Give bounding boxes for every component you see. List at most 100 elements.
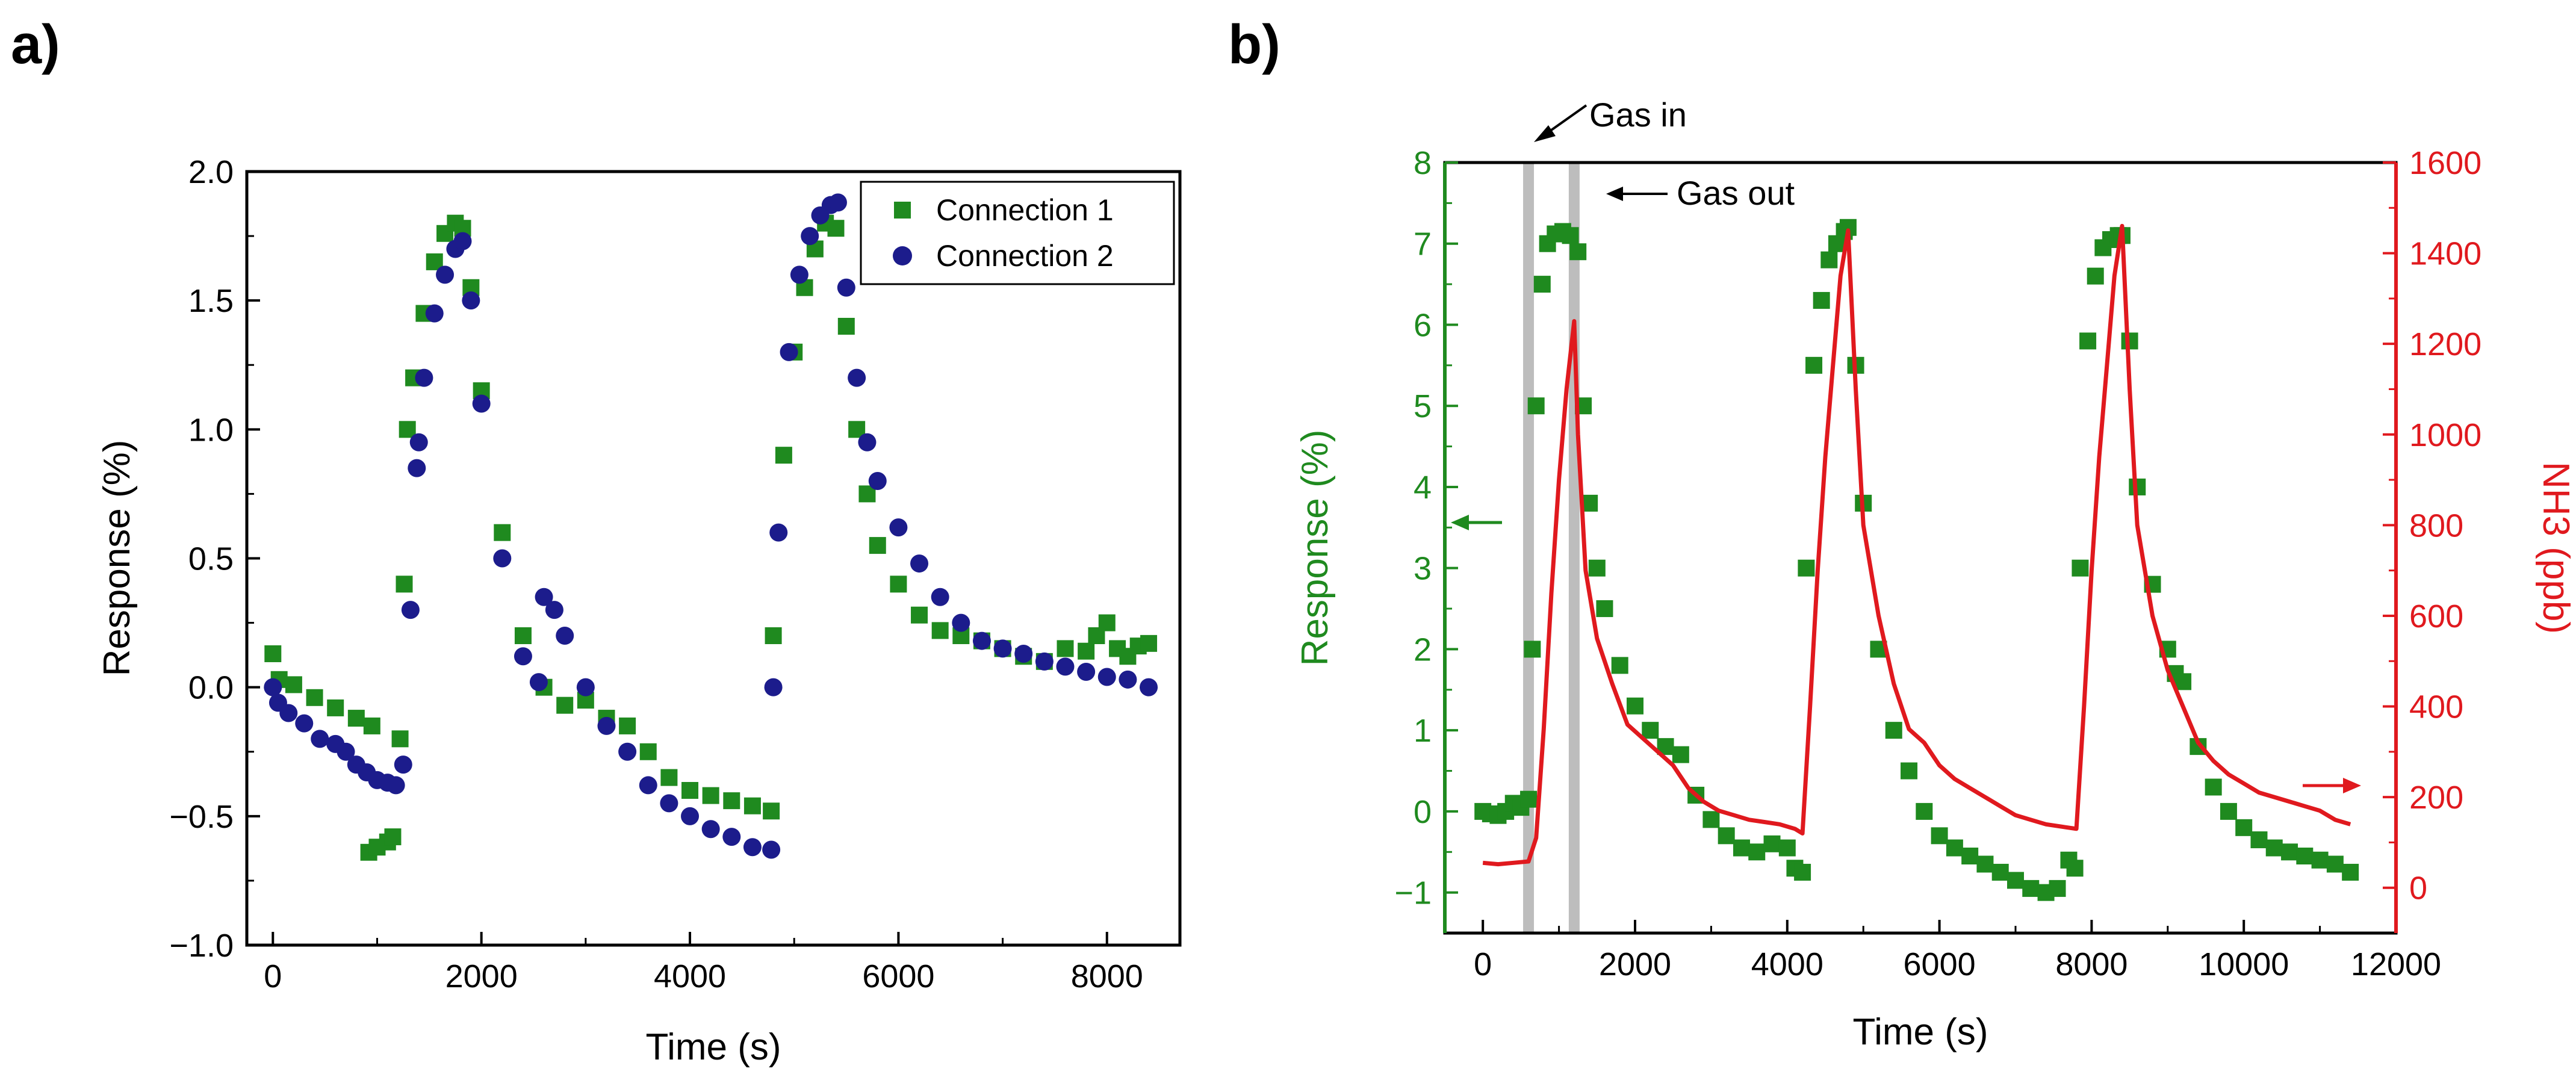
data-point: [384, 828, 402, 846]
data-point: [1672, 746, 1689, 763]
data-point: [764, 678, 783, 696]
data-point: [743, 838, 762, 857]
data-point: [911, 606, 928, 624]
x-tick-label: 8000: [1071, 958, 1143, 994]
data-point: [660, 794, 678, 813]
panel-b-right-axis-title: NH3 (ppb): [2535, 462, 2576, 634]
panel-a-label: a): [11, 14, 60, 75]
right-axis-indicator: [2303, 778, 2361, 793]
y-tick-label: 7: [1414, 226, 1432, 262]
panel-b-axes: 0 2000 4000 6000 8000 10000 12000 −1 0 1 2 3 4 5 6 7 8 0 2…: [1394, 145, 2481, 982]
y2-tick-label: 1600: [2409, 145, 2481, 181]
data-point: [775, 447, 792, 464]
data-point: [1520, 790, 1538, 808]
right-arrow-icon: [2343, 778, 2361, 793]
panel-a-axes: 0 2000 4000 6000 8000 −1.0 −0.5 0.0 0.5 1.0 1.5 2.0: [169, 154, 1143, 994]
data-point: [1733, 839, 1750, 857]
data-point: [1702, 811, 1720, 828]
data-point: [493, 549, 512, 568]
data-point: [279, 704, 298, 722]
data-point: [972, 631, 991, 650]
data-point: [386, 776, 405, 795]
data-point: [1931, 827, 1948, 845]
data-point: [337, 742, 355, 761]
data-point: [762, 840, 781, 859]
panel-b-marks: [1474, 219, 2359, 901]
data-point: [529, 673, 548, 692]
data-point: [2250, 831, 2268, 849]
data-point: [1813, 292, 1830, 309]
data-point: [827, 220, 845, 237]
panel-a-legend: Connection 1 Connection 2: [860, 181, 1175, 285]
data-point: [868, 472, 887, 490]
data-point: [311, 730, 329, 748]
y-tick-label: 0.0: [188, 670, 234, 706]
data-point: [1976, 855, 1994, 873]
data-point: [363, 717, 380, 734]
x-tick-label: 6000: [862, 958, 934, 994]
data-point: [2007, 872, 2024, 889]
y-tick-label: 1.0: [188, 412, 234, 448]
data-point: [1078, 642, 1095, 660]
y-tick-label: 4: [1414, 470, 1432, 506]
data-point: [639, 776, 657, 795]
data-point: [681, 782, 699, 799]
data-point: [425, 304, 444, 323]
panel-b-left-axis-title: Response (%): [1294, 430, 1336, 666]
data-point: [701, 820, 720, 839]
data-point: [1916, 802, 1933, 820]
gas-bands: [1523, 163, 1580, 933]
data-point: [415, 368, 433, 387]
data-point: [723, 792, 740, 810]
data-point: [1527, 397, 1545, 415]
data-point: [660, 769, 678, 786]
data-point: [765, 627, 782, 644]
legend-box: [860, 181, 1175, 285]
left-axis-indicator: [1451, 515, 1502, 530]
data-point: [780, 343, 798, 361]
data-point: [2235, 819, 2253, 836]
y-tick-label: 6: [1414, 307, 1432, 343]
data-point: [1140, 634, 1158, 652]
data-point: [1642, 722, 1659, 739]
data-point: [556, 627, 574, 645]
data-point: [1098, 614, 1116, 631]
data-point: [910, 554, 929, 573]
data-point: [1077, 662, 1096, 681]
annotation-gas-in-text: Gas in: [1589, 96, 1687, 134]
y-tick-label: 8: [1414, 145, 1432, 181]
data-point: [2342, 863, 2359, 881]
data-point: [837, 278, 855, 297]
panel-b: b) 0 2000 4000 6000 8000 10000 12000−101234567…: [1228, 14, 2576, 1053]
y2-tick-label: 800: [2409, 507, 2463, 544]
data-point: [837, 318, 855, 335]
data-point: [576, 678, 595, 696]
panel-a-y-axis-title: Response (%): [96, 440, 138, 677]
data-point: [743, 797, 761, 814]
x-tick-label: 6000: [1904, 946, 1976, 982]
data-point: [769, 523, 788, 542]
x-tick-label: 4000: [1751, 946, 1823, 982]
data-point: [347, 710, 365, 727]
gas-band: [1568, 163, 1580, 933]
data-point: [993, 639, 1012, 658]
data-point: [1946, 839, 1963, 857]
left-arrow-icon: [1451, 515, 1469, 530]
data-point: [2174, 673, 2192, 690]
x-tick-label: 0: [1474, 946, 1492, 982]
legend-label-connection-2: Connection 2: [936, 239, 1114, 273]
data-point: [1562, 227, 1579, 244]
y2-tick-label: 1000: [2409, 417, 2481, 453]
data-point: [556, 696, 574, 714]
data-point: [399, 421, 416, 438]
data-point: [2049, 879, 2066, 897]
data-point: [1588, 559, 1606, 577]
data-point: [472, 394, 491, 413]
data-point: [1569, 243, 1587, 261]
data-point: [2326, 855, 2344, 873]
data-point: [763, 802, 780, 820]
data-point: [889, 518, 908, 537]
data-point: [2220, 802, 2237, 820]
y-tick-label: 0: [1414, 794, 1432, 830]
data-point: [285, 676, 302, 693]
